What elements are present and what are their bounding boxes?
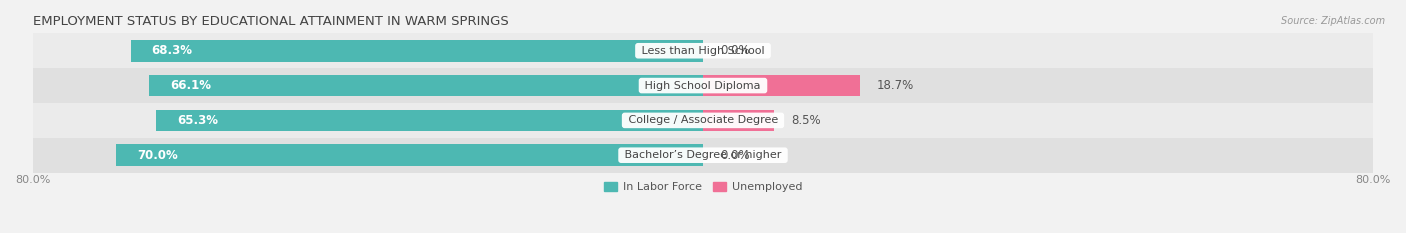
- Text: College / Associate Degree: College / Associate Degree: [624, 115, 782, 125]
- Text: 65.3%: 65.3%: [177, 114, 218, 127]
- Bar: [117, 144, 703, 166]
- Bar: [32, 68, 1374, 103]
- Text: EMPLOYMENT STATUS BY EDUCATIONAL ATTAINMENT IN WARM SPRINGS: EMPLOYMENT STATUS BY EDUCATIONAL ATTAINM…: [32, 15, 509, 28]
- Text: High School Diploma: High School Diploma: [641, 81, 765, 91]
- Bar: [32, 103, 1374, 138]
- Text: Source: ZipAtlas.com: Source: ZipAtlas.com: [1281, 16, 1385, 26]
- Text: 0.0%: 0.0%: [720, 44, 749, 57]
- Text: 68.3%: 68.3%: [152, 44, 193, 57]
- Text: 0.0%: 0.0%: [720, 149, 749, 162]
- Bar: [131, 40, 703, 62]
- Text: 70.0%: 70.0%: [138, 149, 179, 162]
- Bar: [156, 110, 703, 131]
- Text: 66.1%: 66.1%: [170, 79, 211, 92]
- Bar: [149, 75, 703, 96]
- Legend: In Labor Force, Unemployed: In Labor Force, Unemployed: [603, 182, 803, 192]
- Text: Less than High School: Less than High School: [638, 46, 768, 56]
- Text: 8.5%: 8.5%: [792, 114, 821, 127]
- Bar: [703, 75, 859, 96]
- Text: 18.7%: 18.7%: [876, 79, 914, 92]
- Bar: [32, 33, 1374, 68]
- Bar: [32, 138, 1374, 173]
- Bar: [703, 110, 775, 131]
- Text: Bachelor’s Degree or higher: Bachelor’s Degree or higher: [621, 150, 785, 160]
